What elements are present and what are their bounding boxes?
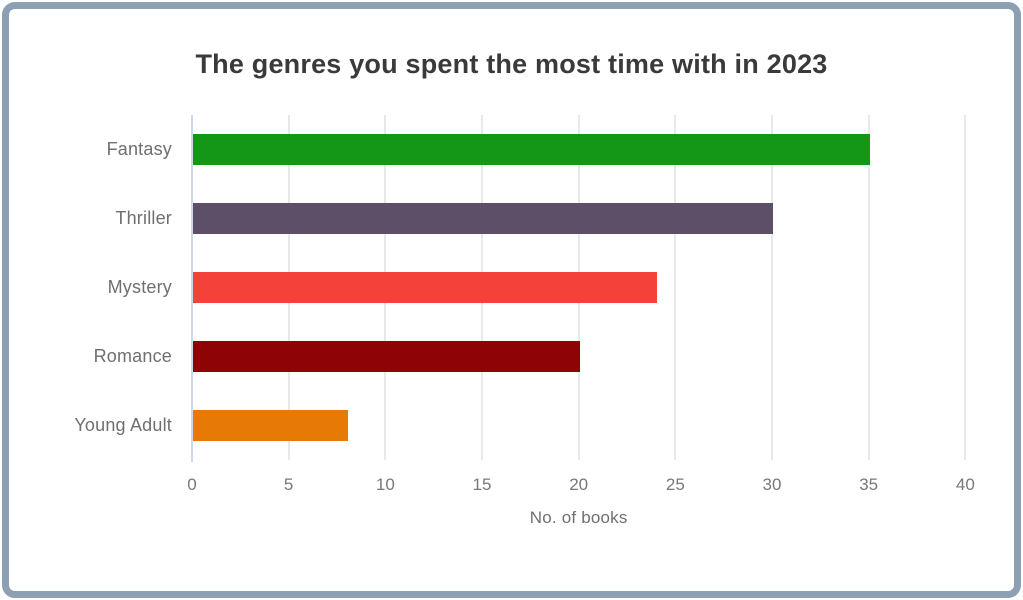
x-axis-label: No. of books <box>529 508 628 527</box>
x-tick-label: 5 <box>283 475 294 494</box>
category-label: Young Adult <box>74 415 172 435</box>
x-tick-label: 10 <box>375 475 395 494</box>
x-tick-label: 15 <box>472 475 492 494</box>
gridline <box>964 115 967 460</box>
bar-fantasy <box>193 134 870 165</box>
plot-area <box>191 115 1004 462</box>
x-tick-label: 20 <box>569 475 589 494</box>
category-labels: Fantasy Thriller Mystery Romance Young Adult <box>0 115 172 460</box>
y-axis-line <box>191 115 193 462</box>
bar-thriller <box>193 203 773 234</box>
category-label: Mystery <box>107 277 172 297</box>
x-tick-label: 25 <box>665 475 685 494</box>
x-tick-label: 0 <box>187 475 197 494</box>
gridline <box>771 115 773 460</box>
bar-mystery <box>193 272 657 303</box>
x-tick-label: 35 <box>859 475 879 494</box>
x-tick-label: 30 <box>762 475 782 494</box>
chart-title: The genres you spent the most time with … <box>195 49 828 79</box>
bar-young-adult <box>193 410 348 441</box>
category-label: Fantasy <box>106 139 172 159</box>
gridline <box>674 115 677 460</box>
bar-romance <box>193 341 580 372</box>
category-label: Romance <box>93 346 172 366</box>
x-tick-label: 40 <box>955 475 975 494</box>
category-label: Thriller <box>115 208 172 228</box>
gridline <box>867 115 870 460</box>
